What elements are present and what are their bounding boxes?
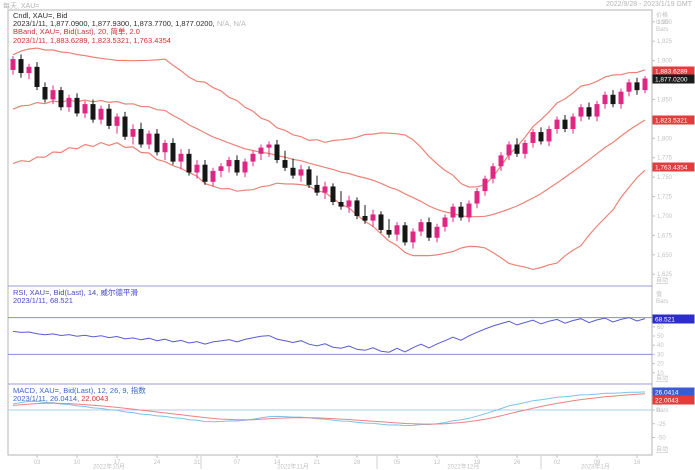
time-axis-day: 21: [314, 460, 321, 466]
rsi-tick: 60: [657, 325, 664, 331]
time-axis-day: 28: [354, 460, 361, 466]
bband-middle-label: [652, 115, 695, 125]
macd-signal-line: [12, 393, 646, 425]
time-axis-day: 16: [634, 460, 641, 466]
bband-lower-label: [652, 162, 695, 172]
price-tick: 1,725: [657, 195, 673, 201]
price-axis-autoscale[interactable]: 自动: [656, 276, 668, 284]
rsi-axis-autoscale[interactable]: 自动: [656, 374, 668, 382]
time-axis-day: 26: [514, 460, 521, 466]
rsi-value-label-text: 68.521: [655, 317, 675, 324]
bollinger-middle-band: [12, 99, 646, 218]
chart-frame: [7, 9, 653, 456]
time-axis-day: 19: [474, 460, 481, 466]
bollinger-lower-band: [12, 141, 646, 271]
price-tick: 1,900: [657, 59, 673, 65]
last-price-label: [652, 74, 695, 84]
rsi-values: 2023/1/11, 68.521: [13, 296, 73, 306]
macd-axis-header: Bars: [656, 408, 668, 414]
candle-ohlc-row: 2023/1/11, 1,877.0900, 1,877.9300, 1,873…: [13, 20, 246, 28]
rsi-legend: RSI, XAU=, Bid(Last), 14, 威尔德平滑 2023/1/1…: [13, 288, 138, 306]
bband-values: 2023/1/11, 1,883.6289, 1,823.5321, 1,763…: [13, 35, 171, 45]
rsi-value-label: [652, 314, 695, 324]
macd-axis-autoscale[interactable]: 自动: [656, 445, 668, 453]
time-axis-day: 14: [274, 460, 281, 466]
time-axis-day: 10: [74, 460, 81, 466]
macd-legend: MACD, XAU=, Bid(Last), 12, 26, 9, 指数 202…: [13, 386, 146, 403]
main-chart-legend: Cndl, XAU=, Bid 2023/1/11, 1,877.0900, 1…: [13, 11, 246, 45]
price-axis-header: 价格: [656, 11, 668, 19]
candles-group[interactable]: [10, 54, 648, 249]
time-axis-day: 05: [394, 460, 401, 466]
candle-series-label[interactable]: Cndl, XAU=, Bid: [13, 11, 68, 20]
candle-ohlc-values: 2023/1/11, 1,877.0900, 1,877.9300, 1,873…: [13, 19, 215, 29]
rsi-line: [12, 317, 646, 353]
bollinger-upper-band: [12, 47, 646, 188]
time-axis-day: 31: [194, 460, 201, 466]
rsi-axis-header: Bars: [656, 299, 668, 305]
rsi-axis-header: 值: [656, 290, 662, 298]
time-axis-month: 2022年12月: [447, 463, 479, 470]
price-tick: 1,775: [657, 156, 673, 162]
bband-series-label[interactable]: BBand, XAU=, Bid(Last), 20, 简单, 2.0: [13, 27, 140, 37]
macd-signal-label-text: 22.0043: [655, 398, 679, 405]
price-tick: 1,950: [657, 20, 673, 26]
macd-signal-label: [652, 395, 695, 405]
price-tick: 1,700: [657, 214, 673, 220]
time-axis-day: 02: [554, 460, 561, 466]
macd-line: [12, 391, 646, 427]
time-axis-day: 12: [434, 460, 441, 466]
price-tick: 1,850: [657, 97, 673, 103]
time-axis-day: 17: [114, 460, 121, 466]
time-axis-day: 07: [234, 460, 241, 466]
price-tick: 1,650: [657, 253, 673, 259]
rsi-series-label[interactable]: RSI, XAU=, Bid(Last), 14, 威尔德平滑: [13, 288, 138, 297]
macd-tick: 0: [657, 408, 661, 414]
time-axis-day: 03: [34, 460, 41, 466]
macd-value-label-text: 26.0414: [655, 390, 679, 397]
time-axis-day: 09: [594, 460, 601, 466]
bband-middle-label-text: 1,823.5321: [655, 118, 688, 125]
macd-series-label[interactable]: MACD, XAU=, Bid(Last), 12, 26, 9, 指数: [13, 386, 146, 395]
price-tick: 1,750: [657, 175, 673, 181]
price-tick: 1,800: [657, 136, 673, 142]
period-label[interactable]: 每天, XAU=: [3, 3, 40, 10]
last-price-label-text: 1,877.0200: [655, 77, 688, 84]
macd-tick: -25: [657, 422, 666, 428]
time-axis-month: 2022年10月: [93, 463, 125, 470]
price-tick: 1,675: [657, 233, 673, 239]
date-range-label: 2022/9/28 - 2023/1/19 GMT: [606, 1, 692, 8]
rsi-tick: 10: [657, 371, 664, 377]
bband-upper-label: [652, 66, 695, 76]
time-axis-month: 2023年1月: [581, 463, 610, 470]
bband-upper-label-text: 1,883.6289: [655, 69, 688, 76]
bband-lower-label-text: 1,763.4354: [655, 165, 688, 172]
price-axis-header: Bars: [656, 27, 668, 33]
macd-value-label: [652, 387, 695, 397]
time-axis-day: 24: [154, 460, 161, 466]
rsi-tick: 40: [657, 343, 664, 349]
time-axis-month: 2022年11月: [277, 463, 309, 470]
rsi-tick: 50: [657, 334, 664, 340]
rsi-tick: 30: [657, 352, 664, 358]
candle-na-values: N/A, N/A: [216, 19, 246, 29]
macd-values-row: 2023/1/11, 26.0414, 22.0043: [13, 395, 146, 403]
price-tick: 1,625: [657, 272, 673, 278]
macd-signal-value: 22.0043: [81, 394, 109, 404]
rsi-tick: 20: [657, 362, 664, 368]
price-axis-header: USD: [656, 20, 669, 26]
macd-value: 2023/1/11, 26.0414,: [13, 394, 80, 404]
macd-tick: -50: [657, 436, 666, 442]
price-tick: 1,925: [657, 39, 673, 45]
